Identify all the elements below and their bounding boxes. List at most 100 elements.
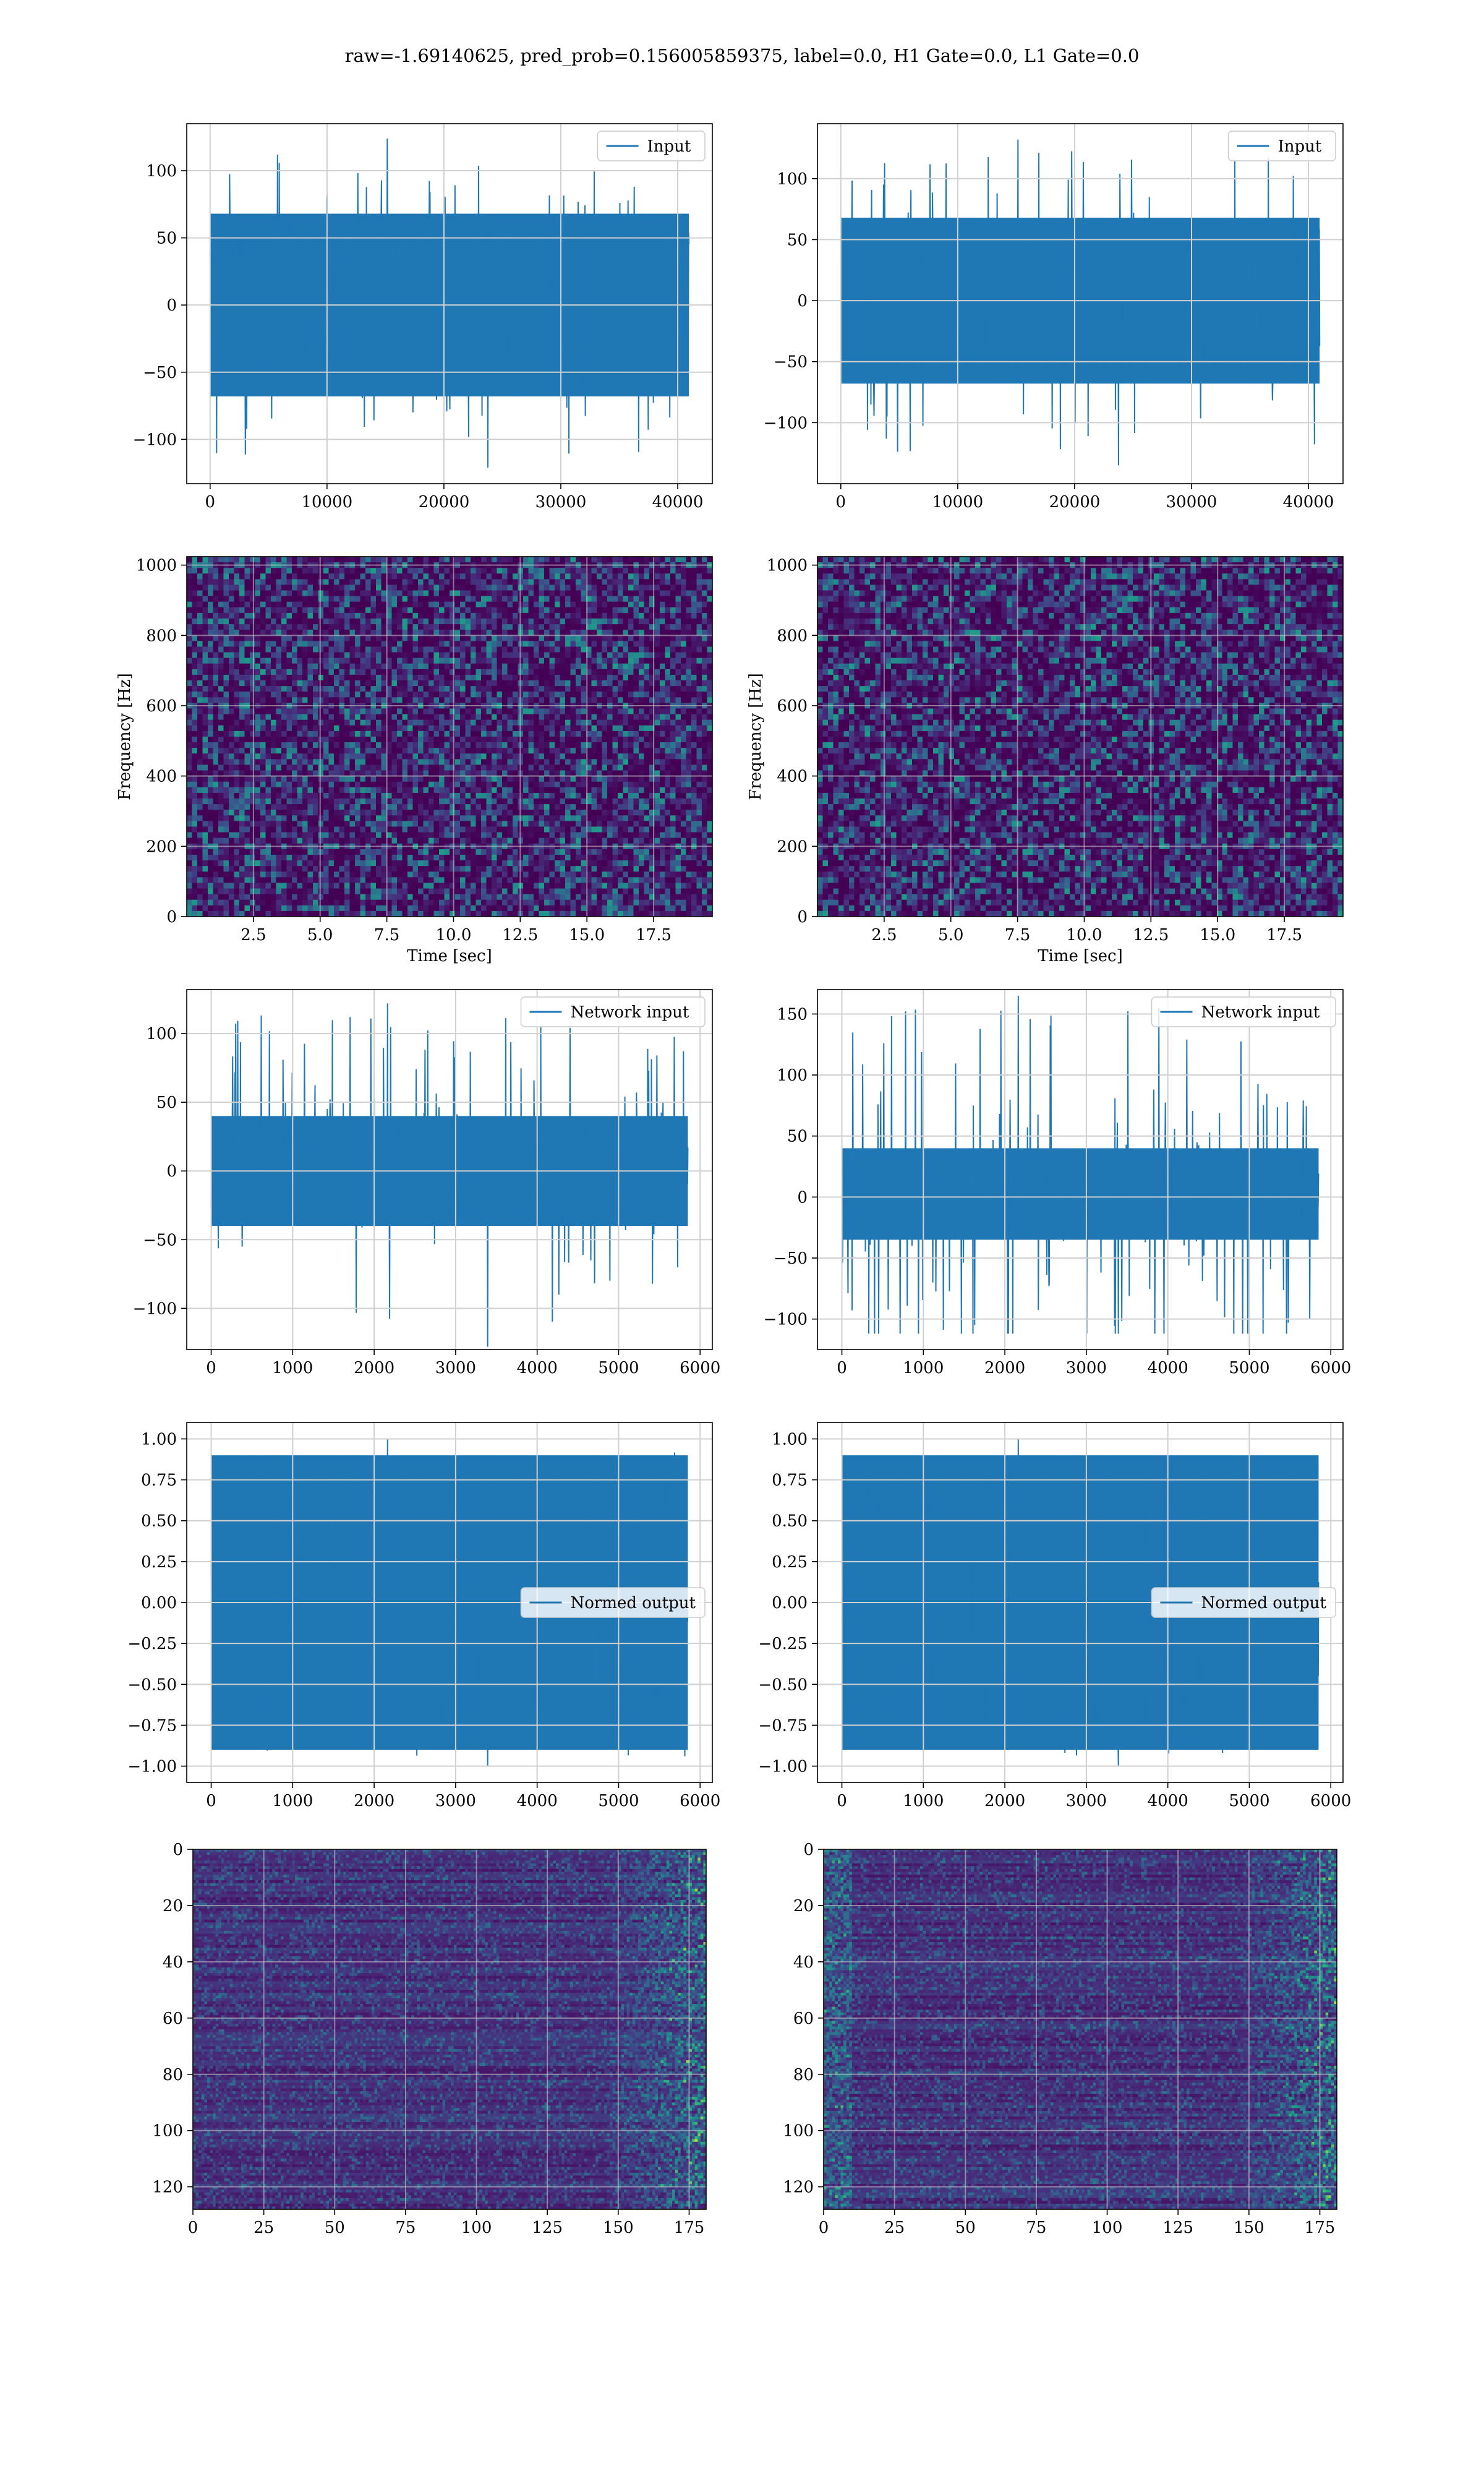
heatmap-cell	[276, 770, 282, 777]
heatmap-cell	[555, 579, 561, 586]
heatmap-cell	[334, 691, 340, 698]
heatmap-cell	[208, 573, 214, 580]
heatmap-cell	[513, 607, 519, 614]
heatmap-cell	[286, 652, 292, 659]
heatmap-cell	[686, 663, 692, 670]
heatmap-cell	[454, 714, 461, 721]
heatmap-cell	[370, 635, 377, 641]
heatmap-cell	[586, 601, 592, 608]
heatmap-cell	[370, 697, 377, 704]
heatmap-cell	[318, 781, 324, 788]
heatmap-cell	[407, 601, 414, 608]
heatmap-cell	[260, 663, 267, 670]
heatmap-cell	[633, 584, 639, 591]
heatmap-cell	[386, 787, 393, 794]
heatmap-cell	[670, 652, 676, 659]
heatmap-cell	[649, 618, 655, 625]
heatmap-cell	[418, 641, 424, 648]
heatmap-cell	[450, 618, 456, 625]
heatmap-cell	[665, 798, 671, 805]
heatmap-cell	[633, 590, 639, 597]
heatmap-cell	[386, 815, 393, 821]
heatmap-cell	[302, 584, 309, 591]
heatmap-cell	[439, 669, 445, 675]
heatmap-cell	[686, 804, 692, 810]
heatmap-cell	[471, 792, 477, 799]
heatmap-cell	[665, 590, 671, 597]
heatmap-cell	[523, 596, 529, 602]
heatmap-cell	[565, 590, 571, 597]
heatmap-cell	[360, 697, 366, 704]
heatmap-cell	[370, 590, 377, 597]
heatmap-cell	[523, 804, 529, 810]
heatmap-cell	[218, 719, 224, 726]
heatmap-cell	[539, 646, 545, 653]
heatmap-cell	[302, 601, 309, 608]
heatmap-cell	[597, 674, 603, 681]
heatmap-cell	[423, 674, 429, 681]
heatmap-cell	[281, 590, 288, 597]
heatmap-cell	[192, 826, 198, 833]
heatmap-cell	[271, 810, 277, 816]
heatmap-cell	[407, 719, 414, 726]
heatmap-cell	[265, 641, 271, 648]
heatmap-cell	[576, 770, 582, 777]
heatmap-cell	[454, 764, 461, 771]
heatmap-cell	[691, 725, 697, 732]
heatmap-cell	[686, 652, 692, 659]
heatmap-cell	[623, 764, 629, 771]
heatmap-cell	[386, 792, 393, 799]
heatmap-cell	[234, 719, 240, 726]
heatmap-cell	[323, 691, 330, 698]
heatmap-cell	[255, 737, 261, 743]
heatmap-cell	[528, 764, 534, 771]
heatmap-cell	[391, 596, 398, 602]
heatmap-cell	[665, 691, 671, 698]
heatmap-cell	[208, 764, 214, 771]
heatmap-cell	[497, 759, 503, 766]
heatmap-cell	[255, 725, 261, 732]
heatmap-cell	[439, 792, 445, 799]
heatmap-cell	[644, 641, 650, 648]
heatmap-cell	[555, 624, 561, 630]
heatmap-cell	[271, 680, 277, 687]
heatmap-cell	[302, 663, 309, 670]
heatmap-cell	[471, 674, 477, 681]
heatmap-cell	[323, 804, 330, 810]
heatmap-cell	[465, 584, 471, 591]
heatmap-cell	[702, 714, 708, 721]
heatmap-cell	[234, 832, 240, 839]
heatmap-cell	[365, 579, 372, 586]
heatmap-cell	[307, 663, 313, 670]
heatmap-cell	[549, 697, 555, 704]
heatmap-cell	[433, 641, 440, 648]
heatmap-cell	[418, 635, 424, 641]
heatmap-cell	[213, 787, 219, 794]
heatmap-cell	[460, 821, 466, 828]
heatmap-cell	[586, 708, 592, 715]
heatmap-cell	[471, 714, 477, 721]
heatmap-cell	[376, 826, 382, 833]
heatmap-cell	[507, 691, 513, 698]
heatmap-cell	[208, 714, 214, 721]
heatmap-cell	[260, 748, 267, 754]
heatmap-cell	[386, 674, 393, 681]
heatmap-cell	[633, 804, 639, 810]
heatmap-cell	[302, 618, 309, 625]
heatmap-cell	[475, 573, 482, 580]
heatmap-cell	[376, 821, 382, 828]
heatmap-cell	[649, 776, 655, 782]
heatmap-cell	[507, 584, 513, 591]
heatmap-cell	[602, 630, 608, 636]
heatmap-cell	[544, 798, 550, 805]
heatmap-cell	[555, 781, 561, 788]
heatmap-cell	[397, 674, 403, 681]
heatmap-cell	[591, 730, 597, 737]
heatmap-cell	[618, 753, 624, 760]
heatmap-cell	[486, 646, 492, 653]
heatmap-cell	[660, 635, 666, 641]
heatmap-cell	[365, 770, 372, 777]
heatmap-cell	[223, 792, 229, 799]
heatmap-cell	[534, 821, 540, 828]
heatmap-cell	[544, 691, 550, 698]
